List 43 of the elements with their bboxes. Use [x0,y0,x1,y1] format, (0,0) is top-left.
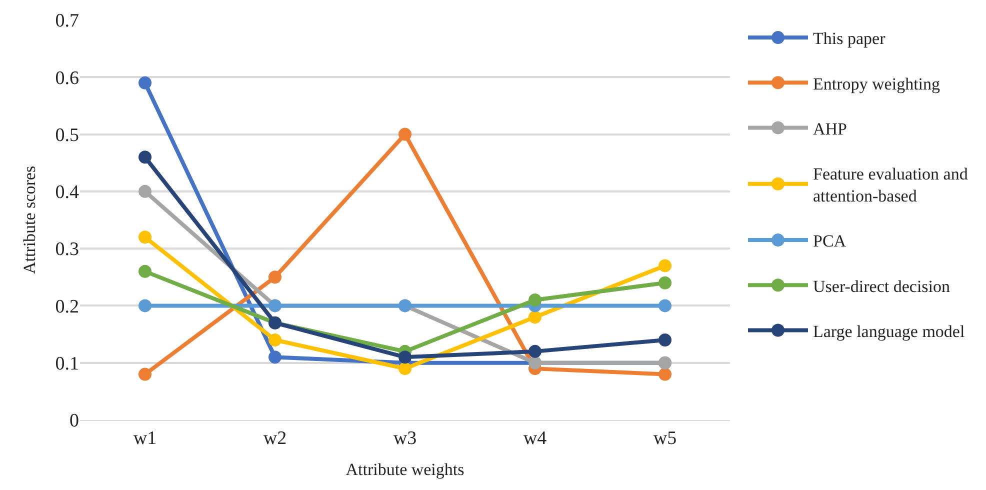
point [138,264,152,278]
x-tick-label: w2 [263,428,287,449]
point [268,350,282,364]
x-tick-label: w4 [523,428,548,449]
point [528,294,542,306]
legend-label: PCA [813,232,847,251]
y-tick-label: 0 [70,410,79,432]
point [138,299,152,312]
point [138,150,152,164]
legend-label: This paper [813,29,886,48]
point [138,184,152,198]
point [398,362,412,376]
point [658,334,672,346]
x-tick-label: w3 [393,428,417,449]
y-tick-label: 0.7 [55,10,79,32]
y-tick-label: 0.5 [55,124,79,146]
point [398,128,412,141]
y-tick-label: 0.6 [55,68,79,89]
legend-label: Entropy weighting [813,74,941,94]
point [658,276,672,290]
y-tick-label: 0.2 [55,296,79,318]
point [658,368,672,381]
point [138,230,152,244]
x-axis-title: Attribute weights [346,460,464,480]
point [658,299,672,312]
y-tick-label: 0.1 [55,354,79,375]
legend-label: Large language model [813,322,965,341]
legend-label: User-direct decision [813,276,951,296]
point [658,259,672,272]
point [268,270,282,284]
point [528,344,542,358]
point [138,76,152,90]
point [528,310,542,324]
y-tick-label: 0.3 [55,239,79,260]
point [138,368,152,381]
legend-label: AHP [813,119,848,138]
y-axis-title: Attribute scores [20,166,39,274]
y-tick-label: 0.4 [55,182,80,204]
legend-label: Feature evaluation and attention-based [813,164,968,206]
x-tick-label: w1 [133,428,157,449]
point [398,350,412,364]
x-tick-label: w5 [653,428,677,449]
point [268,334,282,346]
